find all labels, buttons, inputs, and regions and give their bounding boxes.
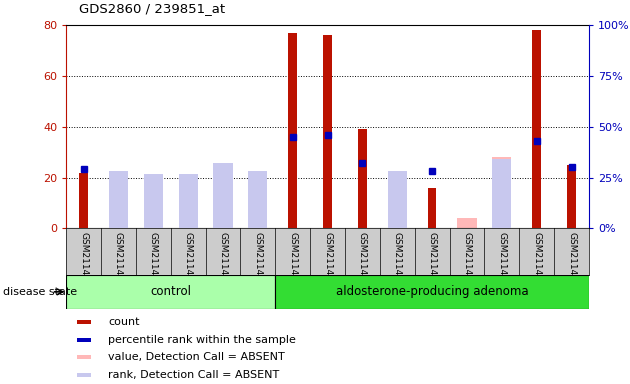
Text: count: count [108,317,139,327]
Bar [77,338,91,341]
Text: GSM211456: GSM211456 [428,232,437,287]
Text: GSM211451: GSM211451 [253,232,262,287]
Bar [214,172,232,228]
Text: GDS2860 / 239851_at: GDS2860 / 239851_at [79,2,225,15]
Bar [275,275,589,309]
Bar [428,188,437,228]
Bar [387,177,407,228]
Text: GSM211452: GSM211452 [289,232,297,287]
Text: rank, Detection Call = ABSENT: rank, Detection Call = ABSENT [108,370,279,380]
Bar [77,356,91,359]
Text: GSM211446: GSM211446 [79,232,88,287]
Bar [178,200,198,228]
Bar [492,159,512,228]
Text: GSM211450: GSM211450 [219,232,227,287]
Bar [532,30,541,228]
Bar [144,174,163,228]
Bar [323,35,332,228]
Bar [289,33,297,228]
Bar [79,172,88,228]
Text: GSM211454: GSM211454 [358,232,367,287]
Bar [387,172,407,228]
Text: GSM211459: GSM211459 [532,232,541,287]
Text: aldosterone-producing adenoma: aldosterone-producing adenoma [336,285,529,298]
Text: disease state: disease state [3,287,77,297]
Text: control: control [150,285,192,298]
Text: GSM211448: GSM211448 [149,232,158,287]
Text: percentile rank within the sample: percentile rank within the sample [108,334,296,344]
Text: value, Detection Call = ABSENT: value, Detection Call = ABSENT [108,353,285,362]
Bar [214,163,232,228]
Text: GSM211447: GSM211447 [114,232,123,287]
Bar [109,193,128,228]
Text: GSM211453: GSM211453 [323,232,332,287]
Bar [144,188,163,228]
Text: GSM211455: GSM211455 [393,232,402,287]
Text: GSM211460: GSM211460 [567,232,576,287]
Bar [77,320,91,324]
Text: GSM211449: GSM211449 [184,232,193,287]
Bar [77,373,91,377]
Bar [457,218,477,228]
Bar [66,275,275,309]
Text: GSM211458: GSM211458 [498,232,507,287]
Bar [178,174,198,228]
Text: GSM211457: GSM211457 [462,232,471,287]
Bar [567,165,576,228]
Bar [358,129,367,228]
Bar [248,172,268,228]
Bar [248,172,268,228]
Bar [109,172,128,228]
Bar [492,157,512,228]
